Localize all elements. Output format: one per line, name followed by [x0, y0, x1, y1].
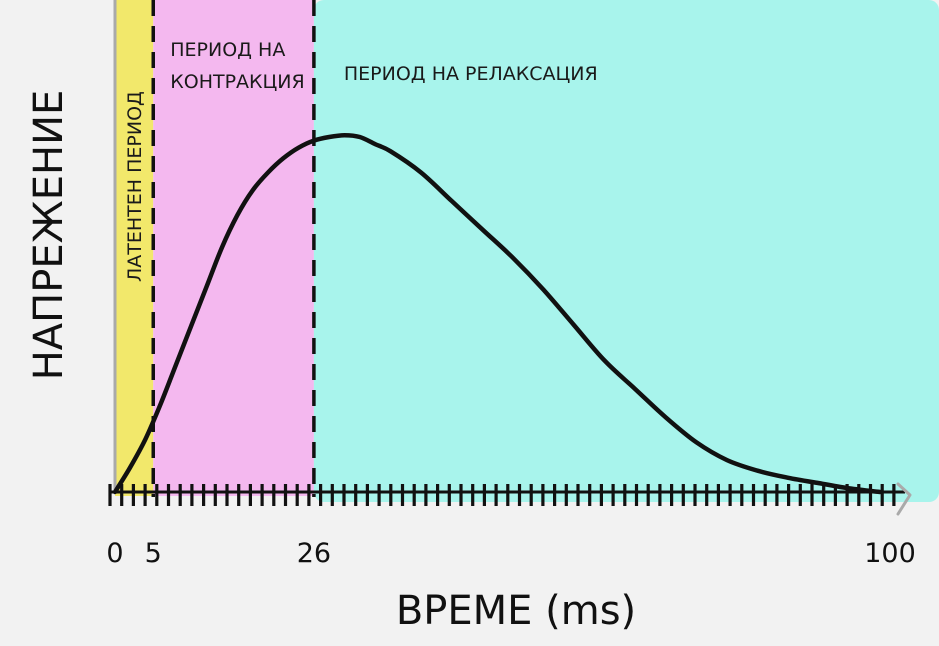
x-axis-title: ВРЕМЕ (ms): [396, 588, 636, 634]
contraction-period-region: [153, 0, 314, 496]
x-tick-label-100: 100: [864, 538, 916, 569]
contraction-period-label-line-2: КОНТРАКЦИЯ: [170, 71, 304, 93]
x-axis-minor-ticks: [108, 484, 896, 506]
relaxation-period-region: [313, 0, 939, 502]
y-axis-title: НАПРЕЖЕНИЕ: [26, 90, 72, 381]
tension-curve: [112, 132, 883, 495]
relaxation-period-label: ПЕРИОД НА РЕЛАКСАЦИЯ: [344, 63, 598, 85]
latent-period-region: [115, 0, 154, 496]
x-axis-arrow-icon: [896, 482, 912, 516]
x-tick-label-5: 5: [145, 538, 162, 569]
x-tick-label-0: 0: [106, 538, 123, 569]
x-tick-label-26: 26: [297, 538, 331, 569]
latent-period-label: ЛАТЕНТЕН ПЕРИОД: [124, 91, 146, 282]
contraction-period-label-line-1: ПЕРИОД НА: [170, 39, 285, 61]
